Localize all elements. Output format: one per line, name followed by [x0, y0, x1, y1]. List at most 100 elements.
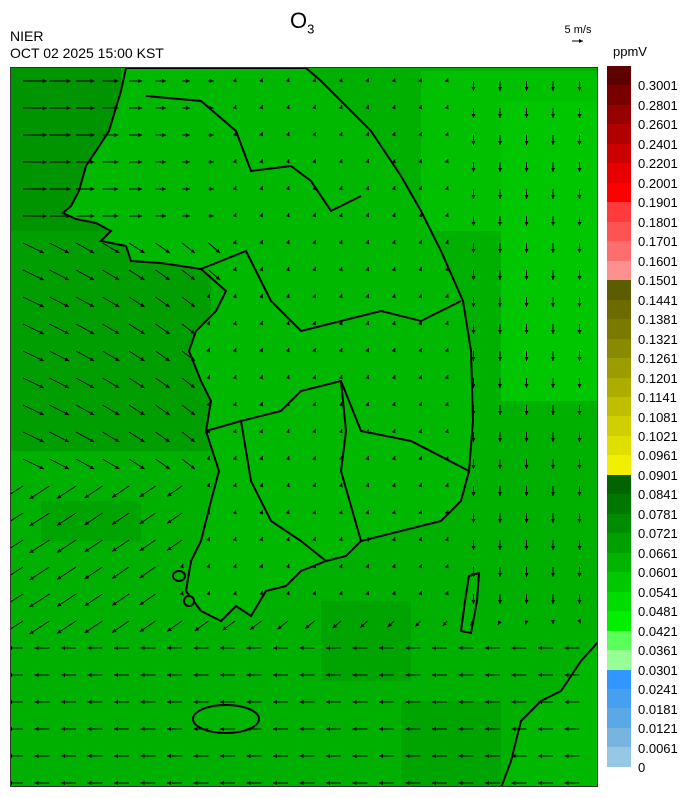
wind-arrowhead [444, 78, 449, 83]
wind-arrowhead [338, 213, 343, 218]
wind-arrowhead [66, 79, 71, 83]
wind-arrowhead [471, 87, 476, 91]
wind-arrowhead [259, 375, 264, 380]
wind-arrowhead [391, 240, 396, 245]
wind-arrowhead [418, 132, 423, 137]
wind-arrowhead [444, 591, 449, 596]
wind-arrowhead [577, 168, 582, 172]
wind-arrowhead [162, 79, 167, 83]
wind-arrowhead [34, 646, 39, 650]
legend-swatch [607, 241, 631, 261]
ozone-map[interactable] [10, 67, 598, 787]
wind-arrowhead [444, 105, 449, 110]
wind-arrowhead [259, 456, 264, 461]
wind-arrowhead [246, 754, 251, 758]
wind-arrowhead [259, 483, 264, 488]
wind-arrowhead [90, 106, 95, 110]
wind-arrowhead [551, 276, 555, 280]
wind-arrowhead [471, 357, 476, 361]
wind-arrow [11, 566, 24, 576]
wind-arrowhead [444, 213, 449, 218]
wind-arrowhead [140, 700, 145, 704]
wind-arrowhead [246, 700, 251, 704]
wind-arrowhead [114, 727, 118, 731]
wind-arrowhead [338, 78, 343, 83]
wind-arrowhead [114, 384, 120, 388]
wind-arrowhead [379, 727, 383, 731]
wind-arrowhead [418, 105, 423, 110]
legend-label: 0.3001 [638, 78, 678, 94]
wind-arrowhead [577, 357, 582, 361]
wind-arrowhead [312, 159, 317, 164]
wind-arrowhead [365, 375, 370, 380]
wind-arrowhead [485, 646, 489, 650]
wind-arrowhead [232, 348, 237, 353]
wind-arrowhead [193, 727, 198, 731]
map-canvas [11, 68, 597, 786]
wind-arrowhead [34, 700, 39, 704]
wind-arrowhead [577, 600, 582, 604]
wind-arrowhead [259, 564, 264, 569]
wind-arrowhead [444, 267, 449, 272]
wind-arrowhead [11, 754, 12, 758]
wind-arrowhead [167, 673, 171, 677]
wind-arrowhead [391, 132, 396, 137]
wind-arrowhead [338, 429, 343, 434]
wind-arrowhead [418, 510, 423, 515]
wind-arrowhead [42, 79, 47, 83]
wind-arrowhead [365, 186, 370, 191]
wind-arrowhead [326, 700, 330, 704]
wind-arrowhead [273, 727, 277, 731]
wind-arrowhead [232, 267, 237, 272]
wind-arrowhead [511, 646, 516, 650]
wind-arrowhead [165, 465, 170, 469]
wind-arrowhead [34, 727, 39, 731]
wind-arrowhead [185, 133, 190, 137]
legend-label: 0.2401 [638, 136, 678, 152]
wind-arrowhead [299, 673, 304, 677]
wind-arrowhead [524, 303, 529, 307]
legend-swatch [607, 66, 631, 86]
wind-arrowhead [577, 303, 582, 307]
concentration-field [11, 68, 597, 786]
wind-arrowhead [551, 303, 555, 307]
color-legend [607, 66, 631, 767]
wind-arrowhead [312, 429, 317, 434]
wind-arrowhead [577, 384, 582, 388]
wind-arrowhead [114, 160, 119, 164]
wind-arrowhead [167, 646, 171, 650]
wind-arrowhead [577, 87, 582, 91]
wind-arrowhead [391, 402, 396, 407]
wind-arrowhead [285, 483, 290, 488]
wind-arrowhead [190, 329, 195, 334]
wind-arrowhead [391, 591, 396, 596]
wind-arrowhead [232, 564, 237, 569]
legend-swatch [607, 124, 631, 144]
wind-arrowhead [259, 591, 264, 596]
coastline [61, 68, 597, 786]
wind-arrowhead [190, 275, 195, 280]
wind-arrowhead [391, 267, 396, 272]
wind-arrowhead [352, 727, 357, 731]
legend-swatch [607, 202, 631, 222]
wind-arrowhead [114, 133, 119, 137]
wind-arrowhead [550, 619, 555, 624]
wind-arrowhead [209, 133, 214, 137]
legend-swatch [607, 416, 631, 436]
wind-arrowhead [193, 646, 198, 650]
wind-arrowhead [485, 781, 489, 785]
wind-arrowhead [312, 321, 317, 326]
wind-arrowhead [470, 621, 475, 626]
wind-arrowhead [551, 249, 555, 253]
wind-arrowhead [285, 186, 290, 191]
wind-arrowhead [498, 168, 502, 172]
wind-arrowhead [34, 781, 39, 785]
wind-arrowhead [444, 510, 449, 515]
wind-arrowhead [222, 626, 227, 631]
wind-arrowhead [326, 781, 330, 785]
wind-arrowhead [193, 754, 198, 758]
legend-label: 0.1441 [638, 292, 678, 308]
wind-arrowhead [391, 213, 396, 218]
wind-arrowhead [432, 781, 436, 785]
wind-arrowhead [391, 159, 396, 164]
